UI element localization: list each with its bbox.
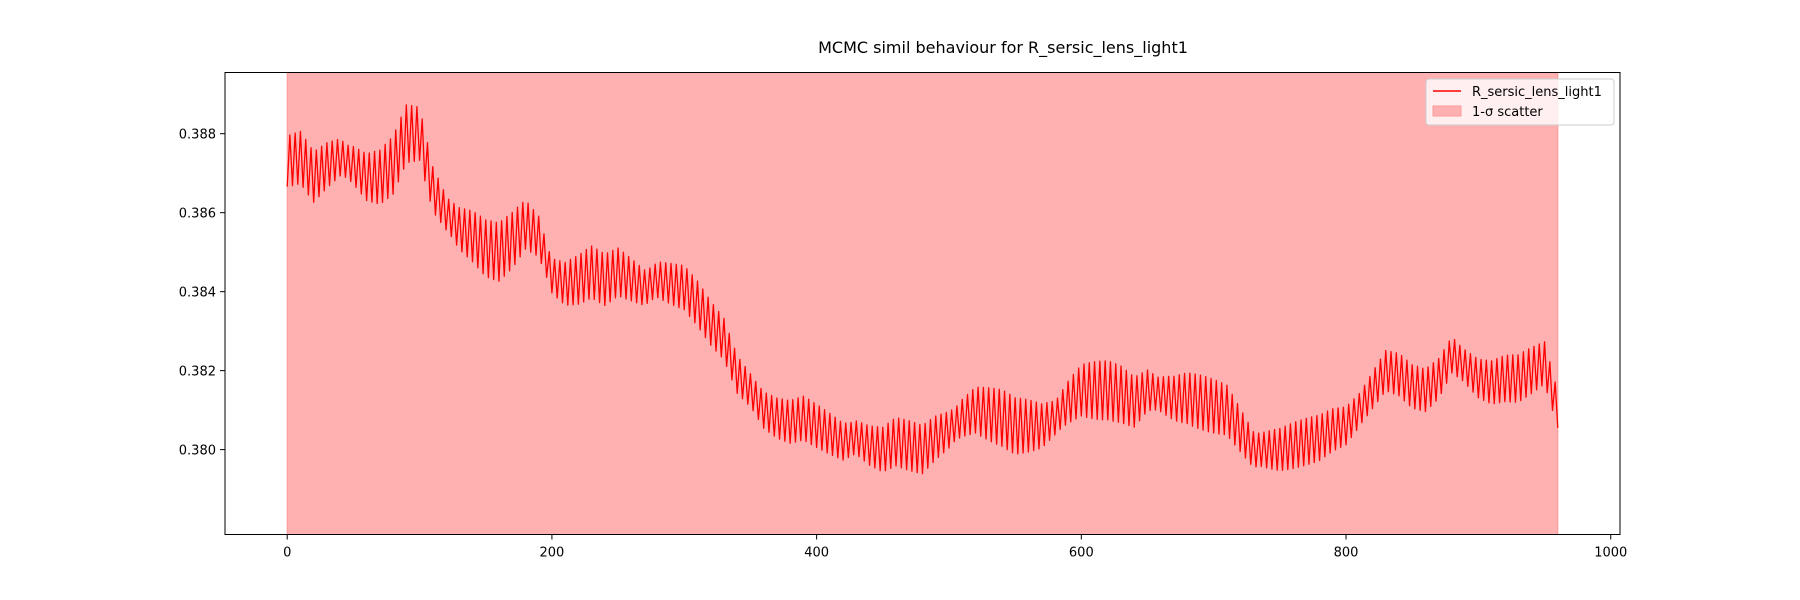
chart-title: MCMC simil behaviour for R_sersic_lens_l…: [818, 38, 1188, 58]
x-tick-label: 0: [283, 546, 291, 561]
y-tick-label: 0.388: [179, 128, 216, 143]
y-tick-label: 0.386: [179, 207, 216, 222]
x-tick-label: 1000: [1594, 546, 1627, 561]
legend-area-swatch: [1432, 105, 1462, 117]
legend-label-area: 1-σ scatter: [1472, 105, 1543, 120]
scatter-band: [286, 72, 1559, 535]
x-tick-label: 600: [1069, 546, 1094, 561]
y-tick-label: 0.382: [179, 365, 216, 380]
x-tick-label: 200: [539, 546, 564, 561]
trace-line: [286, 104, 1559, 475]
y-axis: 0.380 0.382 0.384 0.386 0.388: [179, 128, 225, 459]
legend-box: [1425, 78, 1615, 126]
y-tick-label: 0.380: [179, 444, 216, 459]
legend: R_sersic_lens_light1 1-σ scatter: [1425, 78, 1615, 126]
x-axis: 0 200 400 600 800 1000: [283, 534, 1627, 561]
legend-label-line: R_sersic_lens_light1: [1472, 85, 1602, 100]
x-tick-label: 800: [1334, 546, 1359, 561]
axes-frame: [224, 72, 1621, 535]
y-tick-label: 0.384: [179, 286, 216, 301]
x-tick-label: 400: [804, 546, 829, 561]
plot-area: [286, 72, 1559, 535]
